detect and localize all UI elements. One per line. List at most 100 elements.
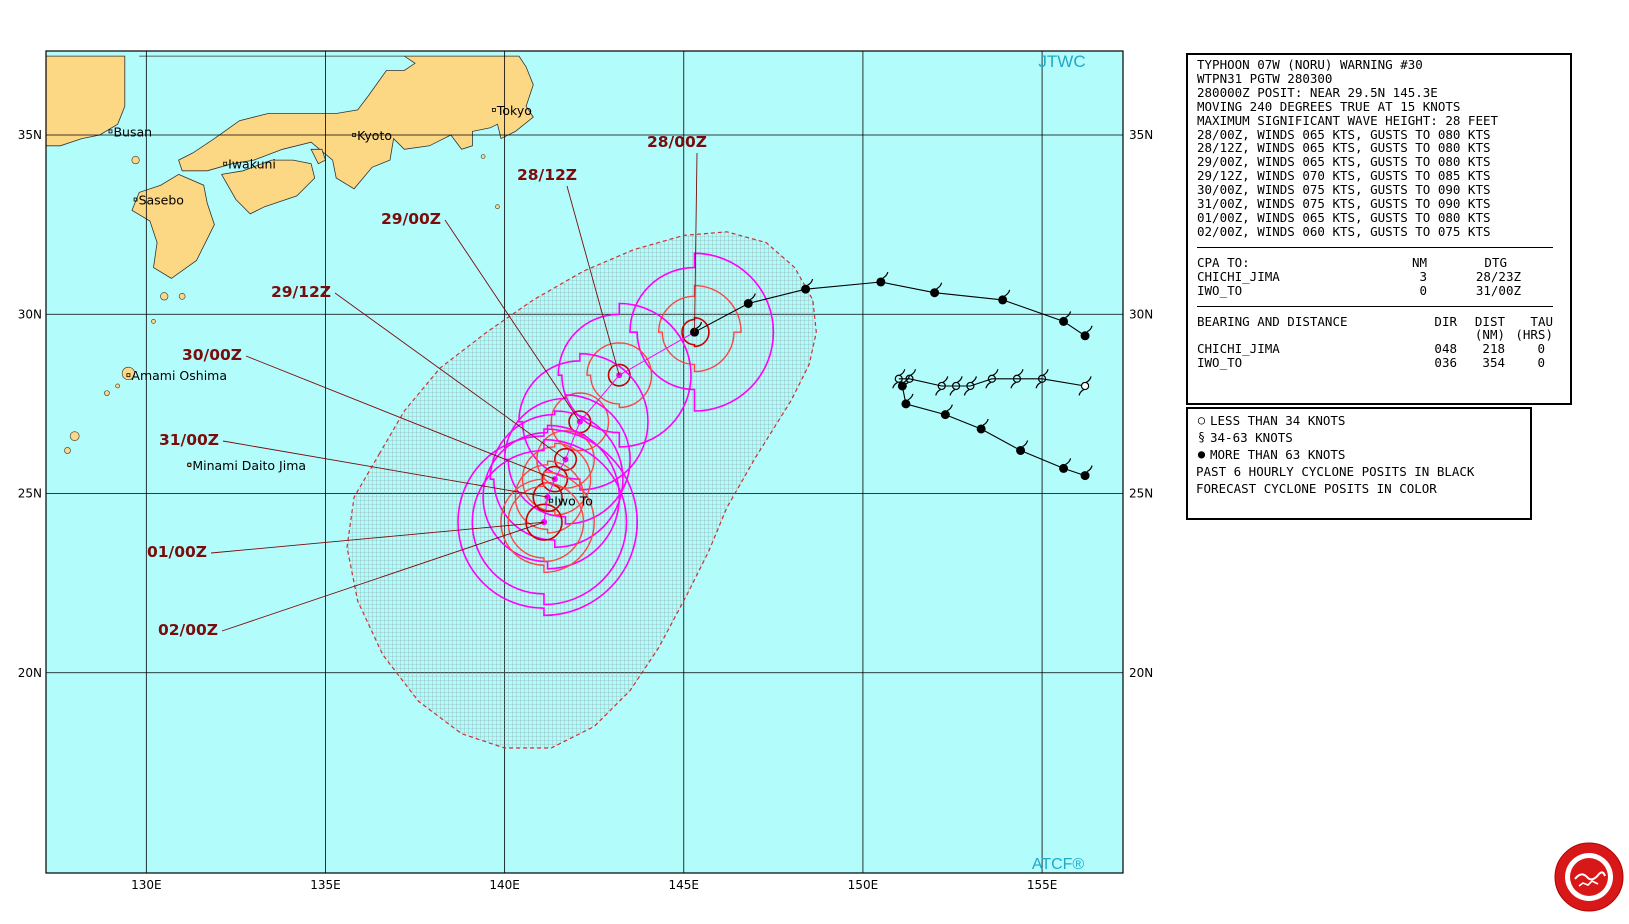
- tropical-storm-icon: [951, 381, 961, 391]
- warning-line: 280000Z POSIT: NEAR 29.5N 145.3E: [1197, 84, 1438, 100]
- forecast-leader-line: [245, 355, 555, 480]
- tropical-storm-icon-tail: [935, 376, 949, 396]
- forecast-leader-line: [694, 152, 698, 333]
- typhoon-icon-tail: [907, 393, 914, 401]
- typhoon-icon-tail: [947, 404, 953, 412]
- island: [131, 156, 140, 165]
- typhoon-icon: [901, 399, 911, 409]
- place-marker: [108, 129, 113, 134]
- tropical-storm-icon-tail: [1035, 369, 1049, 389]
- tropical-storm-icon-tail: [1078, 376, 1092, 396]
- lon-label: 135E: [310, 878, 341, 892]
- bearing-dir: 036: [1434, 355, 1457, 371]
- warning-line: 30/00Z, WINDS 075 KTS, GUSTS TO 090 KTS: [1197, 182, 1491, 198]
- warning-line: 28/00Z, WINDS 065 KTS, GUSTS TO 080 KTS: [1197, 126, 1491, 142]
- tropical-storm-icon: [937, 381, 946, 391]
- dir-header: DIR: [1434, 313, 1457, 329]
- cpa-dtg: 31/00Z: [1475, 282, 1521, 298]
- blank: [1427, 328, 1457, 342]
- divider: [1197, 305, 1553, 307]
- typhoon-icon-tail: [936, 282, 943, 290]
- typhoon-icon-tail: [749, 293, 756, 301]
- place-labels: Busan Kyoto Tokyo Iwakuni Sasebo Amami Oshima…: [108, 103, 593, 509]
- forecast-leader-line: [444, 219, 581, 423]
- place-label: Amami Oshima: [131, 368, 227, 383]
- typhoon-icon: [998, 295, 1008, 305]
- lon-label: 145E: [669, 878, 700, 892]
- typhoon-icon-tail: [1086, 325, 1093, 333]
- tropical-storm-icon: [987, 374, 997, 383]
- forecast-leader-line: [222, 440, 548, 498]
- place-label: Minami Daito Jima: [192, 458, 306, 473]
- warning-line: 28/12Z, WINDS 065 KTS, GUSTS TO 080 KTS: [1197, 140, 1491, 156]
- cpa-nm: 0: [1419, 282, 1427, 298]
- wind-radius-64kt: [553, 447, 578, 472]
- typhoon-icon: [930, 288, 940, 298]
- cpa-station: CHICHI_JIMA: [1197, 268, 1280, 284]
- typhoon-icon-tail: [807, 278, 814, 286]
- wind-radius-34kt: [489, 410, 624, 549]
- warning-line: 02/00Z, WINDS 060 KTS, GUSTS TO 075 KTS: [1197, 223, 1491, 239]
- cpa-title: CPA TO:: [1197, 254, 1250, 270]
- typhoon-icon: [1059, 316, 1069, 326]
- blank: [1197, 328, 1427, 342]
- island: [178, 293, 186, 300]
- tropical-storm-icon-tail: [985, 369, 999, 389]
- typhoon-icon: [1080, 471, 1090, 481]
- lat-label-right: 25N: [1129, 487, 1153, 501]
- typhoon-icon: [897, 381, 907, 391]
- bearing-header: BEARING AND DISTANCE DIR DIST TAU: [1197, 313, 1561, 329]
- cpa-dtg-header: DTG: [1484, 254, 1507, 270]
- island: [115, 383, 120, 389]
- lat-label-right: 30N: [1129, 307, 1153, 321]
- typhoon-icon-tail: [904, 375, 910, 383]
- place-label: Iwakuni: [228, 157, 276, 172]
- tropical-storm-icon-tail: [963, 376, 977, 396]
- wind-radius-34kt: [629, 252, 775, 412]
- cpa-header: CPA TO: NM DTG: [1197, 254, 1561, 270]
- jtwc-seal-logo: [1554, 842, 1624, 912]
- lon-label: 155E: [1027, 878, 1058, 892]
- wind-radius-50kt: [500, 471, 595, 574]
- forecast-leader-line: [221, 521, 545, 632]
- wind-radius-64kt: [607, 363, 631, 387]
- past-track-line: [694, 281, 1086, 337]
- legend-note: FORECAST CYCLONE POSITS IN COLOR: [1196, 481, 1437, 496]
- place-label: Sasebo: [139, 193, 184, 208]
- forecast-time-label: 01/00Z: [147, 543, 207, 561]
- place-label: Tokyo: [496, 103, 532, 118]
- axis-labels: 35N 35N 30N 30N 25N 25N 20N 20N 130E 135E 140E 145E…: [18, 128, 1154, 892]
- island: [187, 462, 192, 468]
- wind-radius-34kt: [557, 302, 692, 448]
- typhoon-icon: [1016, 445, 1026, 455]
- bearing-station: IWO_TO: [1197, 355, 1243, 371]
- wind-radius-50kt: [514, 460, 585, 534]
- place-marker: [126, 373, 131, 378]
- legend-text: MORE THAN 63 KNOTS: [1210, 447, 1346, 462]
- place-marker: [133, 197, 138, 202]
- typhoon-icon: ●: [1197, 447, 1206, 461]
- tropical-storm-icon: [966, 381, 975, 391]
- wind-radius-64kt: [525, 503, 563, 541]
- legend-text: LESS THAN 34 KNOTS: [1210, 413, 1346, 428]
- warning-line: MAXIMUM SIGNIFICANT WAVE HEIGHT: 28 FEET: [1197, 112, 1499, 128]
- island: [480, 154, 486, 159]
- tropical-storm-icon-tail: [949, 376, 963, 396]
- place-marker: [187, 462, 192, 467]
- typhoon-icon-tail: [1086, 465, 1093, 473]
- tropical-storm-icon: [1012, 374, 1022, 383]
- place-marker: [491, 108, 496, 112]
- island: [69, 431, 80, 441]
- warning-line: TYPHOON 07W (NORU) WARNING #30: [1197, 57, 1423, 72]
- typhoon-icon: [940, 410, 950, 420]
- cpa-nm: 3: [1419, 268, 1427, 284]
- island: [495, 204, 500, 209]
- typhoon-icon-tail: [1065, 458, 1072, 465]
- typhoon-icon: [801, 284, 811, 294]
- forecast-time-label: 31/00Z: [159, 431, 219, 449]
- forecast-time-label: 28/12Z: [517, 166, 577, 184]
- place-label: Busan: [113, 124, 152, 139]
- bearing-dir: 048: [1434, 341, 1457, 357]
- forecast-leader-line: [566, 185, 620, 376]
